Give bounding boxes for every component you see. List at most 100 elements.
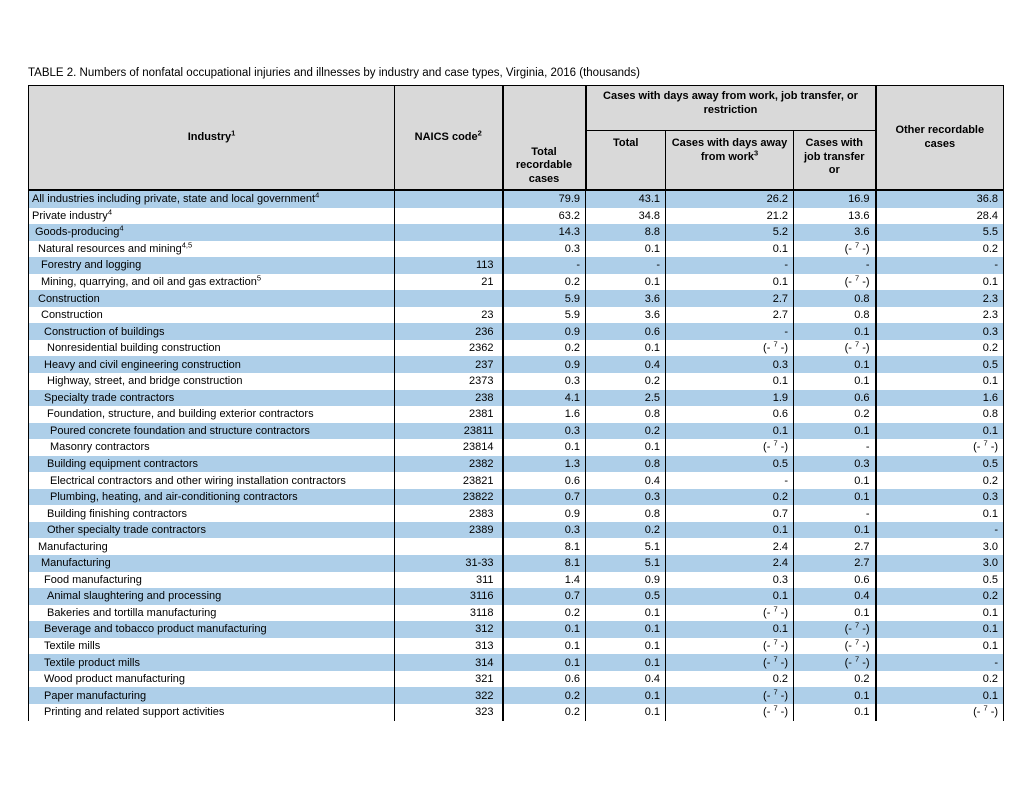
industry-cell: Printing and related support activities <box>28 703 395 721</box>
total-recordable-cell: 0.2 <box>501 273 586 291</box>
table-row: Plumbing, heating, and air-conditioning … <box>28 488 1005 506</box>
days-away-cell: (- 7 -) <box>665 637 794 655</box>
total-recordable-cell: 0.9 <box>501 356 586 374</box>
days-away-cell: 0.6 <box>665 406 794 423</box>
total-recordable-cell: 0.9 <box>501 323 586 340</box>
other-recordable-cell: 0.2 <box>874 670 1005 688</box>
total-recordable-cell: 0.1 <box>501 654 586 671</box>
naics-cell <box>394 290 503 307</box>
other-recordable-cell: 1.6 <box>874 389 1005 407</box>
industry-cell: Construction <box>28 290 395 307</box>
total-recordable-cell: 5.9 <box>501 306 586 324</box>
total-recordable-cell: 0.9 <box>501 505 586 522</box>
industry-cell: Animal slaughtering and processing <box>28 588 395 605</box>
total-recordable-cell: 0.3 <box>501 422 586 440</box>
naics-cell <box>394 224 503 241</box>
industry-cell: Nonresidential building construction <box>28 339 395 357</box>
industry-cell: Textile mills <box>28 637 395 655</box>
job-transfer-cell: (- 7 -) <box>792 240 877 258</box>
other-recordable-cell: 0.1 <box>874 422 1005 440</box>
industry-cell: Manufacturing <box>28 538 395 556</box>
table-row: Heavy and civil engineering construction… <box>28 356 1005 374</box>
other-recordable-cell: 0.3 <box>874 323 1005 340</box>
total-recordable-cell: 0.3 <box>501 521 586 539</box>
days-away-cell: (- 7 -) <box>665 654 794 671</box>
days-away-cell: 0.1 <box>665 373 794 390</box>
job-transfer-cell: 0.1 <box>792 703 877 721</box>
naics-cell: 312 <box>394 621 503 638</box>
job-transfer-cell: 0.1 <box>792 687 877 704</box>
job-transfer-cell: 0.1 <box>792 488 877 506</box>
table-row: Poured concrete foundation and structure… <box>28 422 1005 440</box>
dafw-total-cell: 34.8 <box>585 207 666 225</box>
dafw-total-cell: 0.3 <box>585 488 666 506</box>
job-transfer-cell: 0.6 <box>792 571 877 589</box>
total-recordable-cell: - <box>501 257 586 274</box>
table-row: Bakeries and tortilla manufacturing 3118 0… <box>28 604 1005 622</box>
total-recordable-cell: 0.6 <box>501 472 586 489</box>
table-row: Printing and related support activities 3… <box>28 703 1005 721</box>
col-header-naics-code: NAICS code2 <box>394 85 503 191</box>
other-recordable-cell: 0.2 <box>874 472 1005 489</box>
naics-cell: 2389 <box>394 521 503 539</box>
naics-cell: 23811 <box>394 422 503 440</box>
days-away-cell: 0.1 <box>665 588 794 605</box>
other-recordable-cell: 0.3 <box>874 488 1005 506</box>
job-transfer-cell: 0.1 <box>792 604 877 622</box>
industry-cell: Construction <box>28 306 395 324</box>
naics-cell: 322 <box>394 687 503 704</box>
naics-cell <box>394 240 503 258</box>
naics-cell: 2383 <box>394 505 503 522</box>
dafw-total-cell: 3.6 <box>585 306 666 324</box>
industry-cell: Plumbing, heating, and air-conditioning … <box>28 488 395 506</box>
job-transfer-cell: 0.4 <box>792 588 877 605</box>
table-row: Paper manufacturing 322 0.2 0.1 (- 7 -) 0.1 0.… <box>28 687 1005 704</box>
naics-cell: 323 <box>394 703 503 721</box>
table-row: Building equipment contractors 2382 1.3 0.8… <box>28 455 1005 473</box>
naics-cell: 238 <box>394 389 503 407</box>
naics-cell: 321 <box>394 670 503 688</box>
total-recordable-cell: 0.1 <box>501 637 586 655</box>
dafw-total-cell: 0.1 <box>585 687 666 704</box>
total-recordable-cell: 4.1 <box>501 389 586 407</box>
table-row: Manufacturing 31-33 8.1 5.1 2.4 2.7 3.0 <box>28 555 1005 572</box>
dafw-total-cell: 0.2 <box>585 521 666 539</box>
naics-cell: 23814 <box>394 439 503 456</box>
industry-cell: Bakeries and tortilla manufacturing <box>28 604 395 622</box>
days-away-cell: (- 7 -) <box>665 703 794 721</box>
industry-cell: Textile product mills <box>28 654 395 671</box>
other-recordable-cell: 0.1 <box>874 637 1005 655</box>
dafw-total-cell: 0.1 <box>585 637 666 655</box>
industry-cell: Paper manufacturing <box>28 687 395 704</box>
table-row: Private industry4 63.2 34.8 21.2 13.6 28.4 <box>28 207 1005 225</box>
other-recordable-cell: 36.8 <box>874 190 1005 208</box>
job-transfer-cell: 0.1 <box>792 521 877 539</box>
dafw-total-cell: 0.5 <box>585 588 666 605</box>
total-recordable-cell: 1.4 <box>501 571 586 589</box>
naics-cell: 313 <box>394 637 503 655</box>
total-recordable-cell: 0.7 <box>501 588 586 605</box>
dafw-total-cell: 8.8 <box>585 224 666 241</box>
naics-cell: 311 <box>394 571 503 589</box>
job-transfer-cell: 0.1 <box>792 356 877 374</box>
dafw-total-cell: 0.1 <box>585 621 666 638</box>
other-recordable-cell: 0.1 <box>874 373 1005 390</box>
table-row: Goods-producing4 14.3 8.8 5.2 3.6 5.5 <box>28 224 1005 241</box>
industry-cell: Other specialty trade contractors <box>28 521 395 539</box>
job-transfer-cell: 0.8 <box>792 306 877 324</box>
other-recordable-cell: - <box>874 257 1005 274</box>
naics-cell <box>394 190 503 208</box>
industry-cell: Electrical contractors and other wiring … <box>28 472 395 489</box>
table-row: Masonry contractors 23814 0.1 0.1 (- 7 -) - (-… <box>28 439 1005 456</box>
naics-cell: 2381 <box>394 406 503 423</box>
other-recordable-cell: (- 7 -) <box>874 439 1005 456</box>
col-header-cases-job-transfer: Cases with job transfer or <box>792 130 877 191</box>
other-recordable-cell: 0.1 <box>874 273 1005 291</box>
industry-cell: Construction of buildings <box>28 323 395 340</box>
dafw-total-cell: 43.1 <box>585 190 666 208</box>
industry-cell: Masonry contractors <box>28 439 395 456</box>
days-away-cell: 5.2 <box>665 224 794 241</box>
table-row: Construction of buildings 236 0.9 0.6-0.1 0.… <box>28 323 1005 340</box>
days-away-cell: (- 7 -) <box>665 604 794 622</box>
job-transfer-cell: (- 7 -) <box>792 621 877 638</box>
